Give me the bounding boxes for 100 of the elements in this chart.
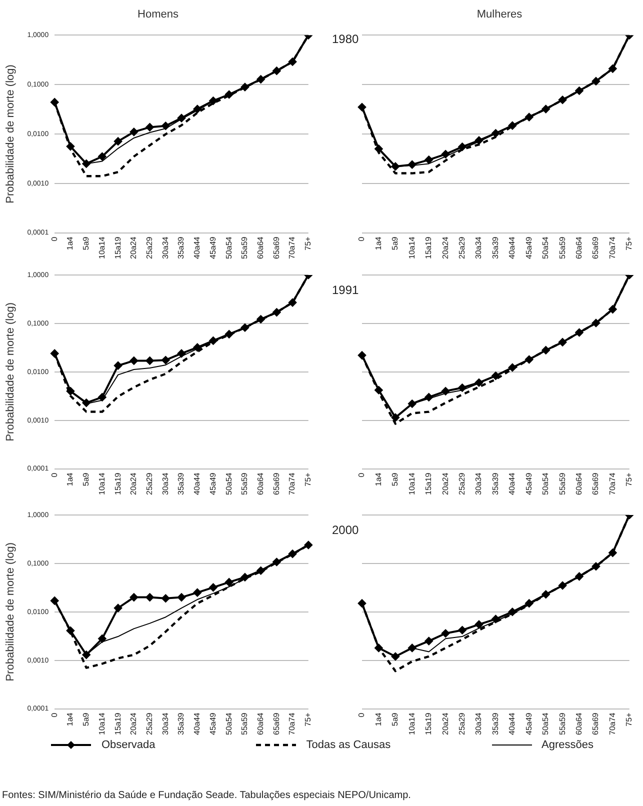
- x-tick-label: 60a64: [256, 236, 266, 260]
- x-tick-label: 20a24: [129, 472, 138, 496]
- x-tick-label: 60a64: [574, 712, 584, 736]
- x-tick-label: 50a54: [541, 472, 550, 496]
- x-tick-label: 5a9: [390, 712, 400, 726]
- x-tick-label: 45a49: [524, 472, 534, 496]
- x-tick-label: 30a34: [474, 236, 484, 260]
- x-tick-label: 15a19: [424, 236, 434, 260]
- x-tick-label: 0: [50, 712, 59, 718]
- x-tick-label: 20a24: [129, 712, 138, 736]
- x-tick-label: 50a54: [541, 712, 550, 736]
- x-tick-label: 20a24: [440, 712, 450, 736]
- x-tick-label: 25a29: [144, 472, 154, 496]
- x-tick-label: 35a39: [490, 236, 500, 260]
- x-tick-label: 70a74: [288, 712, 297, 736]
- x-tick-label: 10a14: [97, 472, 106, 496]
- x-tick-label: 15a19: [113, 236, 122, 260]
- x-tick-label: 15a19: [113, 712, 122, 736]
- x-tick-label: 0: [50, 236, 59, 242]
- x-tick-label: 40a44: [192, 712, 202, 736]
- x-tick-label: 1a4: [66, 712, 75, 726]
- x-tick-label: 65a69: [272, 472, 281, 496]
- x-tick-label: 60a64: [256, 712, 266, 736]
- x-tick-label: 25a29: [457, 236, 466, 260]
- x-tick-label: 50a54: [224, 712, 234, 736]
- legend-label: Observada: [101, 739, 156, 751]
- legend-label: Agressões: [542, 739, 594, 751]
- x-tick-label: 45a49: [524, 236, 534, 260]
- x-tick-label: 65a69: [591, 236, 600, 260]
- x-tick-label: 55a59: [240, 712, 250, 736]
- x-tick-label: 50a54: [224, 472, 234, 496]
- x-tick-label: 30a34: [474, 712, 484, 736]
- x-tick-label: 0: [357, 472, 366, 478]
- x-tick-label: 75+: [624, 236, 634, 250]
- x-tick-label: 60a64: [574, 472, 584, 496]
- x-tick-label: 45a49: [208, 236, 218, 260]
- x-tick-label: 70a74: [608, 472, 617, 496]
- x-tick-label: 40a44: [192, 472, 202, 496]
- x-tick-label: 75+: [624, 712, 634, 726]
- x-tick-label: 10a14: [407, 712, 416, 736]
- x-tick-label: 15a19: [424, 712, 434, 736]
- x-tick-label: 5a9: [82, 236, 91, 250]
- legend-label: Todas as Causas: [306, 739, 391, 751]
- x-tick-label: 60a64: [574, 236, 584, 260]
- x-tick-label: 0: [357, 236, 366, 242]
- x-tick-label: 25a29: [144, 236, 154, 260]
- x-tick-label: 75+: [304, 236, 313, 250]
- x-tick-label: 40a44: [508, 472, 517, 496]
- y-axis-title: Probabilidade de morte (log): [4, 302, 17, 442]
- x-tick-label: 35a39: [490, 472, 500, 496]
- x-tick-label: 70a74: [288, 236, 297, 260]
- x-tick-label: 1a4: [374, 236, 383, 250]
- x-tick-label: 30a34: [160, 712, 170, 736]
- x-tick-label: 5a9: [390, 472, 400, 486]
- x-tick-label: 50a54: [541, 236, 550, 260]
- x-tick-label: 30a34: [160, 472, 170, 496]
- x-tick-label: 1a4: [374, 712, 383, 726]
- x-tick-label: 35a39: [176, 712, 186, 736]
- x-tick-label: 15a19: [113, 472, 122, 496]
- x-tick-label: 30a34: [474, 472, 484, 496]
- x-tick-label: 55a59: [558, 712, 567, 736]
- x-tick-label: 10a14: [97, 712, 106, 736]
- y-axis-title: Probabilidade de morte (log): [4, 64, 17, 204]
- x-tick-label: 1a4: [374, 472, 383, 486]
- x-tick-label: 15a19: [424, 472, 434, 496]
- x-tick-label: 25a29: [457, 712, 466, 736]
- x-tick-label: 70a74: [608, 712, 617, 736]
- x-tick-label: 0: [357, 712, 366, 718]
- x-tick-label: 55a59: [240, 236, 250, 260]
- x-tick-label: 10a14: [407, 472, 416, 496]
- x-tick-label: 75+: [304, 472, 313, 486]
- x-tick-label: 1a4: [66, 236, 75, 250]
- x-tick-label: 40a44: [508, 712, 517, 736]
- x-tick-label: 30a34: [160, 236, 170, 260]
- x-tick-label: 40a44: [192, 236, 202, 260]
- x-tick-label: 65a69: [591, 472, 600, 496]
- x-tick-label: 35a39: [490, 712, 500, 736]
- x-tick-label: 1a4: [66, 472, 75, 486]
- x-tick-label: 75+: [304, 712, 313, 726]
- x-tick-label: 25a29: [144, 712, 154, 736]
- x-tick-label: 20a24: [440, 236, 450, 260]
- x-tick-label: 75+: [624, 472, 634, 486]
- x-tick-label: 45a49: [208, 712, 218, 736]
- x-tick-label: 50a54: [224, 236, 234, 260]
- x-tick-label: 45a49: [208, 472, 218, 496]
- x-tick-label: 5a9: [390, 236, 400, 250]
- x-tick-label: 65a69: [272, 236, 281, 260]
- x-tick-label: 35a39: [176, 472, 186, 496]
- x-tick-label: 70a74: [608, 236, 617, 260]
- x-tick-label: 25a29: [457, 472, 466, 496]
- chart-title: Homens: [138, 8, 179, 21]
- x-tick-label: 70a74: [288, 472, 297, 496]
- x-tick-label: 20a24: [129, 236, 138, 260]
- x-tick-label: 55a59: [558, 236, 567, 260]
- x-tick-label: 65a69: [591, 712, 600, 736]
- x-tick-label: 55a59: [240, 472, 250, 496]
- text: 2000: [332, 523, 359, 537]
- y-axis-title: Probabilidade de morte (log): [4, 542, 17, 682]
- text: 1980: [332, 32, 359, 46]
- x-tick-label: 5a9: [82, 712, 91, 726]
